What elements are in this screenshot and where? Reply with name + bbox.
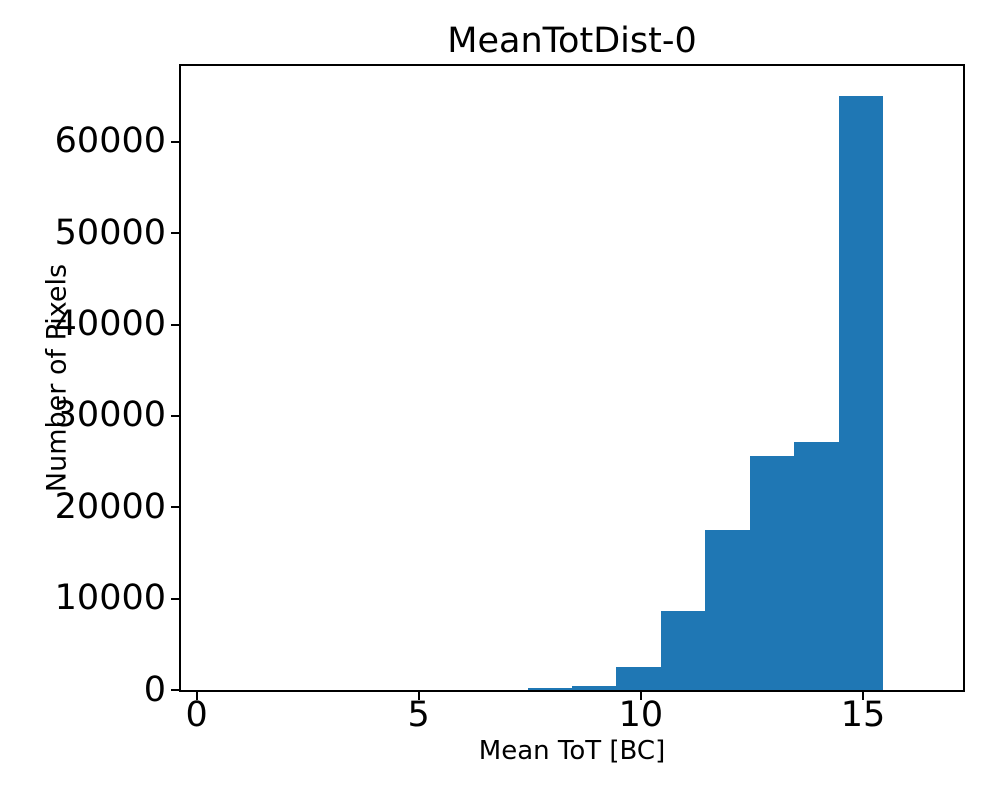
y-tick-label: 60000 bbox=[54, 121, 166, 162]
histogram-bars bbox=[181, 66, 963, 690]
x-tick-mark bbox=[862, 692, 864, 700]
histogram-bar bbox=[660, 610, 706, 690]
histogram-bar bbox=[572, 685, 617, 690]
chart-title: MeanTotDist-0 bbox=[447, 21, 697, 61]
y-tick-mark bbox=[171, 506, 179, 509]
x-axis-label: Mean ToT [BC] bbox=[478, 736, 666, 766]
y-tick-mark bbox=[171, 232, 179, 235]
x-tick-mark bbox=[639, 692, 642, 700]
histogram-bar bbox=[794, 442, 839, 690]
y-tick-label: 10000 bbox=[54, 578, 166, 619]
x-tick-mark bbox=[417, 692, 420, 700]
histogram-bar bbox=[705, 530, 750, 690]
y-tick-mark bbox=[171, 323, 179, 326]
x-tick-label: 5 bbox=[407, 695, 430, 735]
histogram-bar bbox=[749, 456, 795, 690]
histogram-bar bbox=[616, 667, 662, 690]
y-tick-label: 40000 bbox=[54, 304, 166, 345]
y-axis-label: Number of Pixels bbox=[41, 263, 73, 493]
histogram-bar bbox=[838, 96, 884, 690]
x-tick-label: 0 bbox=[185, 695, 208, 735]
x-tick-label: 15 bbox=[840, 695, 886, 735]
y-tick-label: 0 bbox=[143, 669, 166, 710]
y-tick-label: 50000 bbox=[54, 212, 166, 253]
x-tick-label: 10 bbox=[618, 695, 664, 735]
y-tick-mark bbox=[171, 140, 179, 143]
y-tick-mark bbox=[171, 689, 179, 691]
y-tick-label: 30000 bbox=[54, 395, 166, 436]
x-tick-mark bbox=[195, 692, 198, 700]
y-tick-mark bbox=[171, 414, 179, 417]
y-tick-mark bbox=[171, 597, 179, 600]
y-tick-label: 20000 bbox=[54, 486, 166, 527]
histogram-bar bbox=[527, 688, 573, 690]
